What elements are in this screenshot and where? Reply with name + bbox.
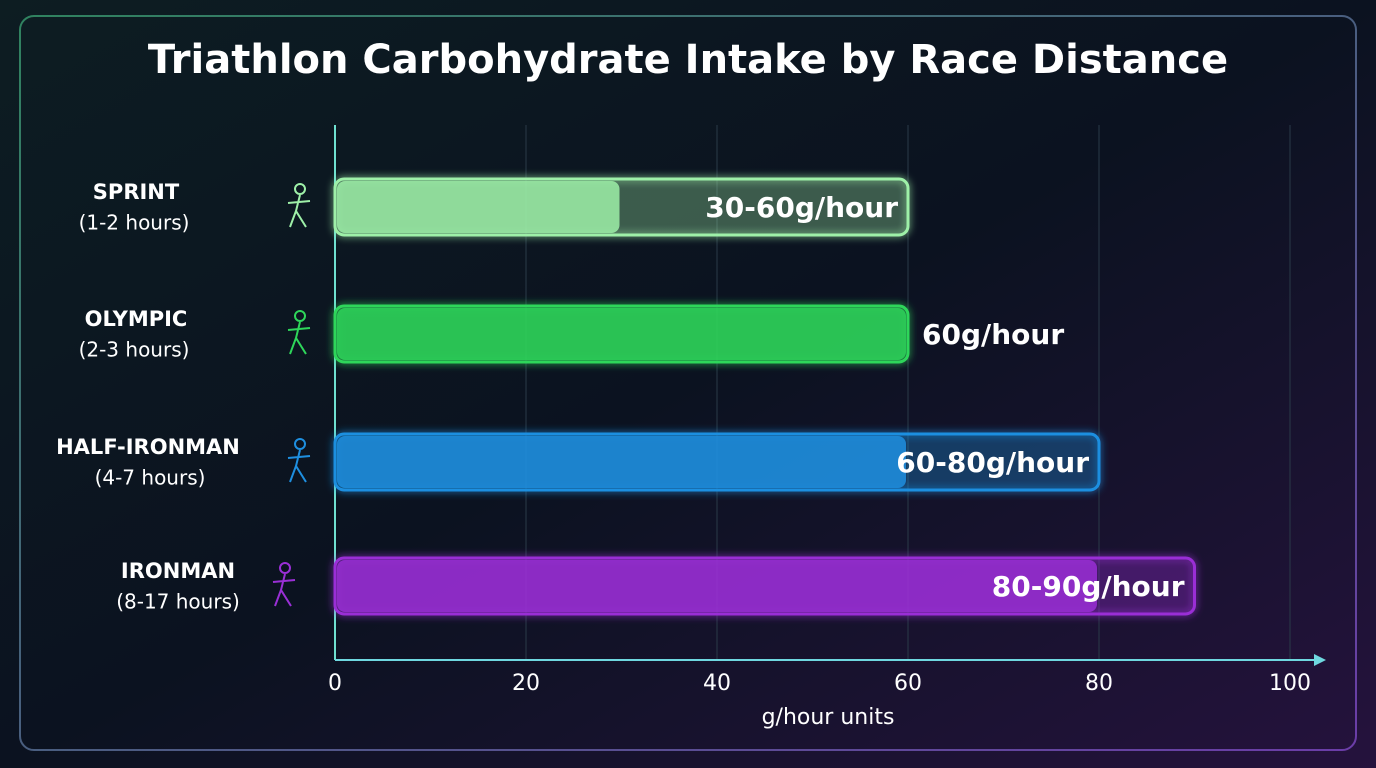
x-axis-arrow [1314, 654, 1326, 666]
x-tick-label: 0 [328, 671, 342, 696]
athlete-icon [287, 194, 311, 228]
value-label: 30-60g/hour [705, 191, 898, 224]
athlete-icon [294, 310, 306, 322]
category-label: OLYMPIC [85, 307, 188, 331]
category-label: SPRINT [93, 180, 180, 204]
duration-label: (1-2 hours) [79, 211, 190, 235]
x-tick-label: 60 [894, 671, 922, 696]
athlete-icon [294, 438, 306, 450]
category-label: IRONMAN [121, 559, 235, 583]
x-tick-label: 80 [1085, 671, 1113, 696]
athlete-icon [287, 449, 311, 483]
duration-label: (8-17 hours) [116, 590, 240, 614]
chart-title: Triathlon Carbohydrate Intake by Race Di… [148, 37, 1228, 83]
value-label: 60-80g/hour [896, 446, 1089, 479]
bar-base [337, 436, 906, 488]
bar-base [337, 560, 1097, 612]
bar-base [337, 181, 620, 233]
x-tick-label: 40 [703, 671, 731, 696]
x-axis-label: g/hour units [762, 705, 895, 730]
athlete-icon [272, 573, 296, 607]
category-label: HALF-IRONMAN [56, 435, 240, 459]
duration-label: (2-3 hours) [79, 338, 190, 362]
athlete-icon [279, 562, 291, 574]
duration-label: (4-7 hours) [95, 466, 206, 490]
value-label: 80-90g/hour [992, 570, 1185, 603]
value-label: 60g/hour [922, 318, 1064, 351]
x-tick-label: 20 [512, 671, 540, 696]
athlete-icon [287, 321, 311, 355]
bar-base [337, 308, 906, 360]
athlete-icon [294, 183, 306, 195]
x-tick-label: 100 [1269, 671, 1311, 696]
frame [19, 15, 1357, 751]
